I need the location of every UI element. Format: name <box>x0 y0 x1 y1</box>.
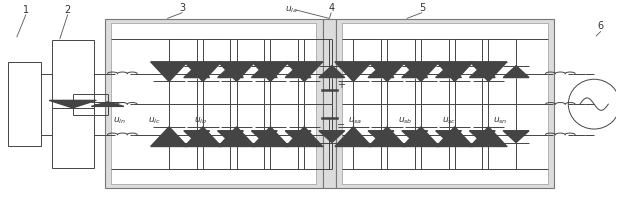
Polygon shape <box>369 62 405 82</box>
Text: $u_{sn}$: $u_{sn}$ <box>493 115 507 125</box>
Polygon shape <box>218 131 243 143</box>
Bar <box>7 62 41 147</box>
Polygon shape <box>402 131 428 143</box>
Bar <box>323 20 336 188</box>
Polygon shape <box>470 66 495 78</box>
Polygon shape <box>151 62 188 82</box>
Polygon shape <box>319 66 345 78</box>
Polygon shape <box>319 131 345 143</box>
Polygon shape <box>470 127 507 147</box>
Polygon shape <box>402 127 439 147</box>
Polygon shape <box>470 62 507 82</box>
Polygon shape <box>503 66 529 78</box>
Polygon shape <box>470 131 495 143</box>
Text: $u_{sb}$: $u_{sb}$ <box>397 115 412 125</box>
Polygon shape <box>151 127 188 147</box>
Text: 2: 2 <box>65 4 71 14</box>
Text: +: + <box>337 80 346 90</box>
Polygon shape <box>335 62 372 82</box>
Polygon shape <box>184 62 222 82</box>
Polygon shape <box>402 66 428 78</box>
Bar <box>342 24 548 184</box>
Text: $u_{ln}$: $u_{ln}$ <box>113 115 126 125</box>
Polygon shape <box>91 102 124 107</box>
Polygon shape <box>218 62 255 82</box>
Text: $u_{lb}$: $u_{lb}$ <box>194 115 207 125</box>
Polygon shape <box>184 127 222 147</box>
Polygon shape <box>252 62 289 82</box>
Polygon shape <box>368 66 394 78</box>
Polygon shape <box>251 66 277 78</box>
Polygon shape <box>503 131 529 143</box>
Polygon shape <box>286 127 323 147</box>
Polygon shape <box>218 66 243 78</box>
Polygon shape <box>251 131 277 143</box>
Text: $u_{sc}$: $u_{sc}$ <box>442 115 457 125</box>
Text: 5: 5 <box>419 2 425 12</box>
Bar <box>52 41 94 168</box>
Polygon shape <box>436 127 473 147</box>
Text: 3: 3 <box>180 2 186 12</box>
Polygon shape <box>184 66 210 78</box>
Polygon shape <box>436 62 473 82</box>
Polygon shape <box>184 131 210 143</box>
Polygon shape <box>285 131 311 143</box>
Text: $u_{lc}$: $u_{lc}$ <box>147 115 160 125</box>
Polygon shape <box>369 127 405 147</box>
Text: $u_{la}$: $u_{la}$ <box>285 4 298 15</box>
Text: 1: 1 <box>23 4 29 14</box>
Bar <box>336 20 554 188</box>
Polygon shape <box>436 131 462 143</box>
Text: 6: 6 <box>598 21 604 31</box>
Polygon shape <box>218 127 255 147</box>
Polygon shape <box>286 62 323 82</box>
Polygon shape <box>368 131 394 143</box>
Polygon shape <box>402 62 439 82</box>
Bar <box>104 20 323 188</box>
Polygon shape <box>285 66 311 78</box>
Polygon shape <box>49 101 96 108</box>
Text: −: − <box>337 119 346 129</box>
Polygon shape <box>335 127 372 147</box>
Text: $u_{sa}$: $u_{sa}$ <box>349 115 363 125</box>
Polygon shape <box>252 127 289 147</box>
Bar <box>110 24 317 184</box>
Text: 4: 4 <box>328 2 334 12</box>
Polygon shape <box>436 66 462 78</box>
